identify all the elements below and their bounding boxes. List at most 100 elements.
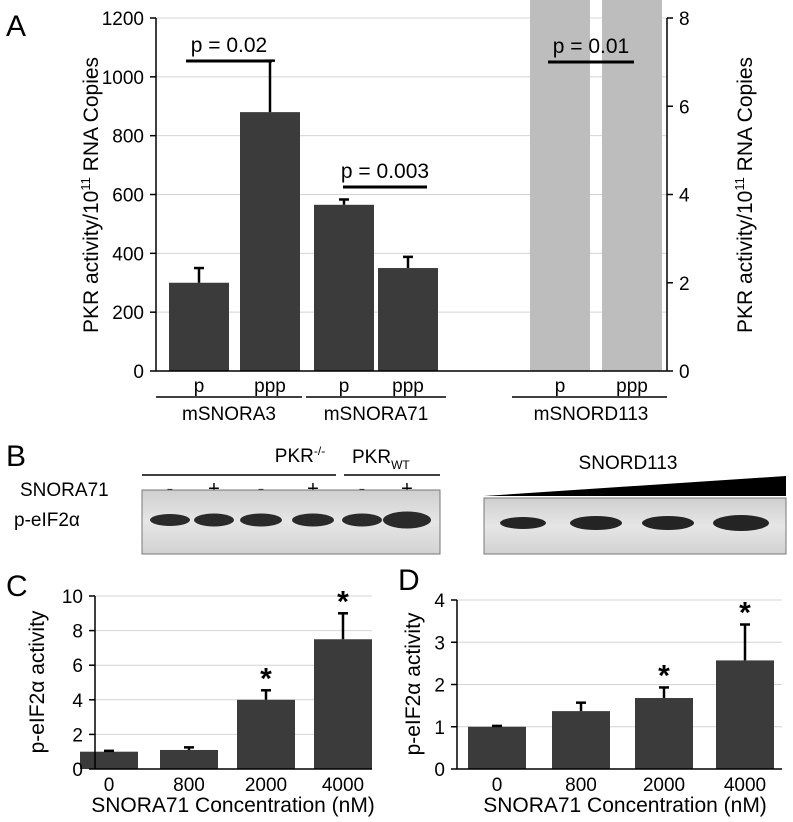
treatment-mark: + xyxy=(307,478,319,500)
panel-a-left-tick-label: 400 xyxy=(112,244,144,265)
panel-a-group-label-3: mSNORD113 xyxy=(534,404,649,425)
panel-d-x-tick-label: 2000 xyxy=(643,775,685,796)
panel-c-bar xyxy=(237,699,295,769)
panel-d-y-ticks: 0 1 2 3 4 xyxy=(434,591,457,781)
blot-right-bands xyxy=(500,515,769,531)
panel-d-x-tick-label: 0 xyxy=(492,775,503,796)
panel-c-y-tick-label: 4 xyxy=(72,691,83,712)
panel-a-category-label: ppp xyxy=(254,376,286,397)
panel-a-letter: A xyxy=(6,10,26,43)
treatment-mark: - xyxy=(359,478,366,500)
panel-c-y-tick-label: 8 xyxy=(72,622,83,643)
snord113-label: SNORD113 xyxy=(579,453,678,474)
panel-a-right-axis-label: PKR activity/1011 RNA Copies xyxy=(732,57,757,333)
treatment-mark: - xyxy=(258,478,265,500)
treatment-marks: - + - + - + xyxy=(167,478,413,500)
panel-d-x-ticks: 0 800 2000 4000 xyxy=(492,775,766,796)
blot-band xyxy=(292,513,334,527)
treatment-mark: - xyxy=(167,478,174,500)
panel-a-bar xyxy=(169,282,229,371)
panel-d-x-axis-label: SNORA71 Concentration (nM) xyxy=(483,794,767,817)
blot-band xyxy=(194,513,234,527)
panel-a-pvalue-1: p = 0.02 xyxy=(191,34,267,57)
blot-band xyxy=(500,517,546,529)
panel-c-significance-star: * xyxy=(337,585,349,618)
panel-c-y-tick-label: 2 xyxy=(72,725,83,746)
panel-c-x-axis-label: SNORA71 Concentration (nM) xyxy=(91,794,375,817)
panel-a-category-label: p xyxy=(194,376,205,397)
panel-c-significance-star: * xyxy=(260,662,272,695)
panel-a-left-tick-label: 600 xyxy=(112,186,144,207)
panel-d-y-tick-label: 3 xyxy=(434,633,445,654)
panel-d-bar xyxy=(552,711,610,769)
panel-b-letter: B xyxy=(6,440,26,473)
panel-d-significance-star: * xyxy=(739,597,751,630)
treatment-mark: + xyxy=(401,478,413,500)
panel-a-group-label-2: mSNORA71 xyxy=(324,404,429,425)
panel-c-x-ticks: 0 800 2000 4000 xyxy=(104,775,364,796)
panel-d-significance-star: * xyxy=(658,659,670,692)
panel-a-left-tick-label: 1200 xyxy=(102,9,144,30)
panel-c-y-tick-label: 6 xyxy=(72,656,83,677)
panel-a-left-tick-label: 200 xyxy=(112,303,144,324)
panel-c-y-ticks: 0 2 4 6 8 10 xyxy=(62,587,95,781)
pkr-wildtype-label: PKRWT xyxy=(352,447,410,472)
panel-a-bar xyxy=(240,112,300,371)
panel-a-category-labels: p ppp p ppp p ppp xyxy=(194,376,648,397)
blot-band xyxy=(642,516,694,530)
panel-a-right-tick-label: 8 xyxy=(679,9,690,30)
panel-a-category-label: p xyxy=(339,376,350,397)
panel-a-right-ticks: 0 2 4 6 8 xyxy=(667,9,690,383)
panel-d-y-axis-label: p-eIF2α activity xyxy=(402,612,425,755)
panel-d-x-tick-label: 4000 xyxy=(724,775,766,796)
panel-c-x-tick-label: 0 xyxy=(104,775,115,796)
panel-a-left-tick-label: 0 xyxy=(133,362,144,383)
panel-a-right-tick-label: 4 xyxy=(679,186,690,207)
panel-a-right-tick-label: 0 xyxy=(679,362,690,383)
panel-d-bar xyxy=(716,660,774,769)
panel-a-left-tick-label: 800 xyxy=(112,127,144,148)
panel-a-category-label: ppp xyxy=(616,376,648,397)
panel-c-x-tick-label: 2000 xyxy=(245,775,287,796)
panel-d-x-tick-label: 800 xyxy=(565,775,597,796)
panel-a-pvalue-3: p = 0.01 xyxy=(553,35,629,58)
panel-a-category-label: p xyxy=(555,376,566,397)
panel-a-left-ticks: 0 200 400 600 800 1000 1200 xyxy=(102,9,156,383)
panel-d-y-tick-label: 4 xyxy=(434,591,445,612)
panel-c-letter: C xyxy=(6,570,28,603)
panel-d-y-tick-label: 1 xyxy=(434,718,445,739)
panel-a-right-tick-label: 6 xyxy=(679,97,690,118)
blot-band xyxy=(570,516,622,530)
panel-a-group-label-1: mSNORA3 xyxy=(182,404,276,425)
panel-a-bar xyxy=(314,204,374,371)
treatment-mark: + xyxy=(208,478,220,500)
panel-d-letter: D xyxy=(398,564,420,597)
panel-c-bar xyxy=(314,639,372,769)
panel-d-bar xyxy=(468,726,526,769)
blot-band xyxy=(342,513,382,527)
blot-band xyxy=(150,514,190,526)
panel-a-bar xyxy=(378,268,438,371)
panel-a-left-axis-label: PKR activity/1011 RNA Copies xyxy=(78,57,103,333)
snora71-row-label: SNORA71 xyxy=(20,480,109,501)
panel-c-y-axis-label: p-eIF2α activity xyxy=(26,610,49,753)
peif2a-row-label: p-eIF2α xyxy=(14,510,80,531)
panel-d-bars: ** xyxy=(468,597,774,769)
panel-d-bar xyxy=(635,698,693,769)
blot-band xyxy=(383,511,431,529)
blot-band xyxy=(240,513,282,527)
panel-c-y-tick-label: 0 xyxy=(72,760,83,781)
panel-b-western-blot: B PKR-/- PKRWT SNORA71 - + - + - + p-eIF2α SN… xyxy=(6,440,787,555)
panel-c-x-tick-label: 4000 xyxy=(322,775,364,796)
concentration-wedge xyxy=(484,476,786,496)
blot-left-bands xyxy=(150,511,431,529)
blot-band xyxy=(713,515,769,531)
panel-c-bar xyxy=(160,749,218,769)
panel-c-bar xyxy=(80,751,138,769)
panel-d-y-tick-label: 2 xyxy=(434,676,445,697)
pkr-knockout-label: PKR-/- xyxy=(275,444,325,467)
panel-a-category-label: ppp xyxy=(392,376,424,397)
